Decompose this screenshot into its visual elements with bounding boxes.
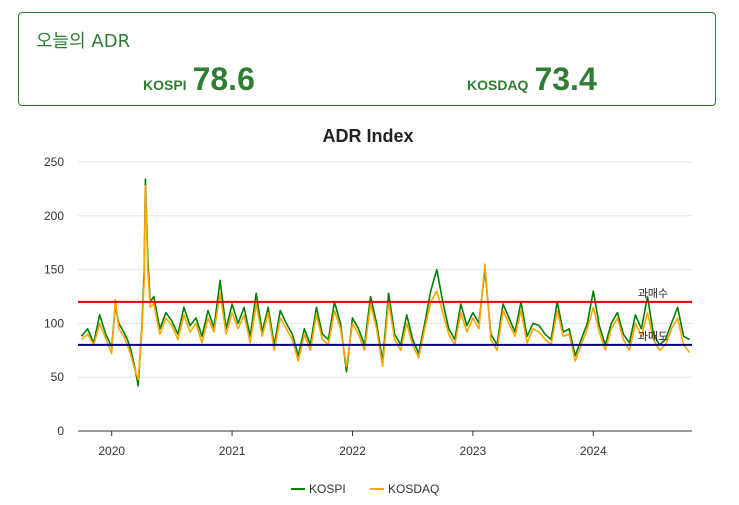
legend-label-kospi[interactable]: KOSPI: [309, 482, 346, 496]
y-tick-label: 250: [44, 155, 64, 169]
kosdaq-metric: KOSDAQ 73.4: [467, 61, 597, 98]
card-title: 오늘의 ADR: [36, 31, 131, 52]
kospi-label: KOSPI: [143, 77, 187, 93]
y-axis: 0 50 100 150 200 250: [44, 155, 64, 438]
y-tick-label: 50: [51, 370, 65, 384]
x-tick-label: 2022: [339, 444, 366, 458]
kospi-metric: KOSPI 78.6: [143, 61, 255, 98]
legend-label-kosdaq[interactable]: KOSDAQ: [388, 482, 439, 496]
chart-legend[interactable]: KOSPI KOSDAQ: [291, 482, 439, 496]
kospi-value: 78.6: [192, 61, 255, 97]
x-tick-label: 2020: [98, 444, 125, 458]
series-line-kosdaq: [81, 184, 691, 381]
today-adr-card: 오늘의 ADR KOSPI 78.6 KOSDAQ 73.4: [18, 12, 716, 106]
x-axis: 2020 2021 2022 2023 2024: [98, 431, 607, 458]
x-tick-label: 2024: [580, 444, 607, 458]
y-tick-label: 100: [44, 316, 64, 330]
chart-series: [80, 178, 691, 387]
series-line-kospi: [80, 178, 690, 387]
y-tick-label: 0: [57, 424, 64, 438]
x-tick-label: 2023: [460, 444, 487, 458]
kosdaq-label: KOSDAQ: [467, 77, 529, 93]
kosdaq-value: 73.4: [534, 61, 597, 97]
threshold-label: 과매수: [638, 287, 668, 300]
threshold-label: 과매도: [638, 330, 668, 343]
y-tick-label: 200: [44, 209, 64, 223]
chart-title: ADR Index: [322, 126, 413, 146]
x-tick-label: 2021: [219, 444, 246, 458]
chart-grid: [78, 161, 692, 432]
y-tick-label: 150: [44, 263, 64, 277]
